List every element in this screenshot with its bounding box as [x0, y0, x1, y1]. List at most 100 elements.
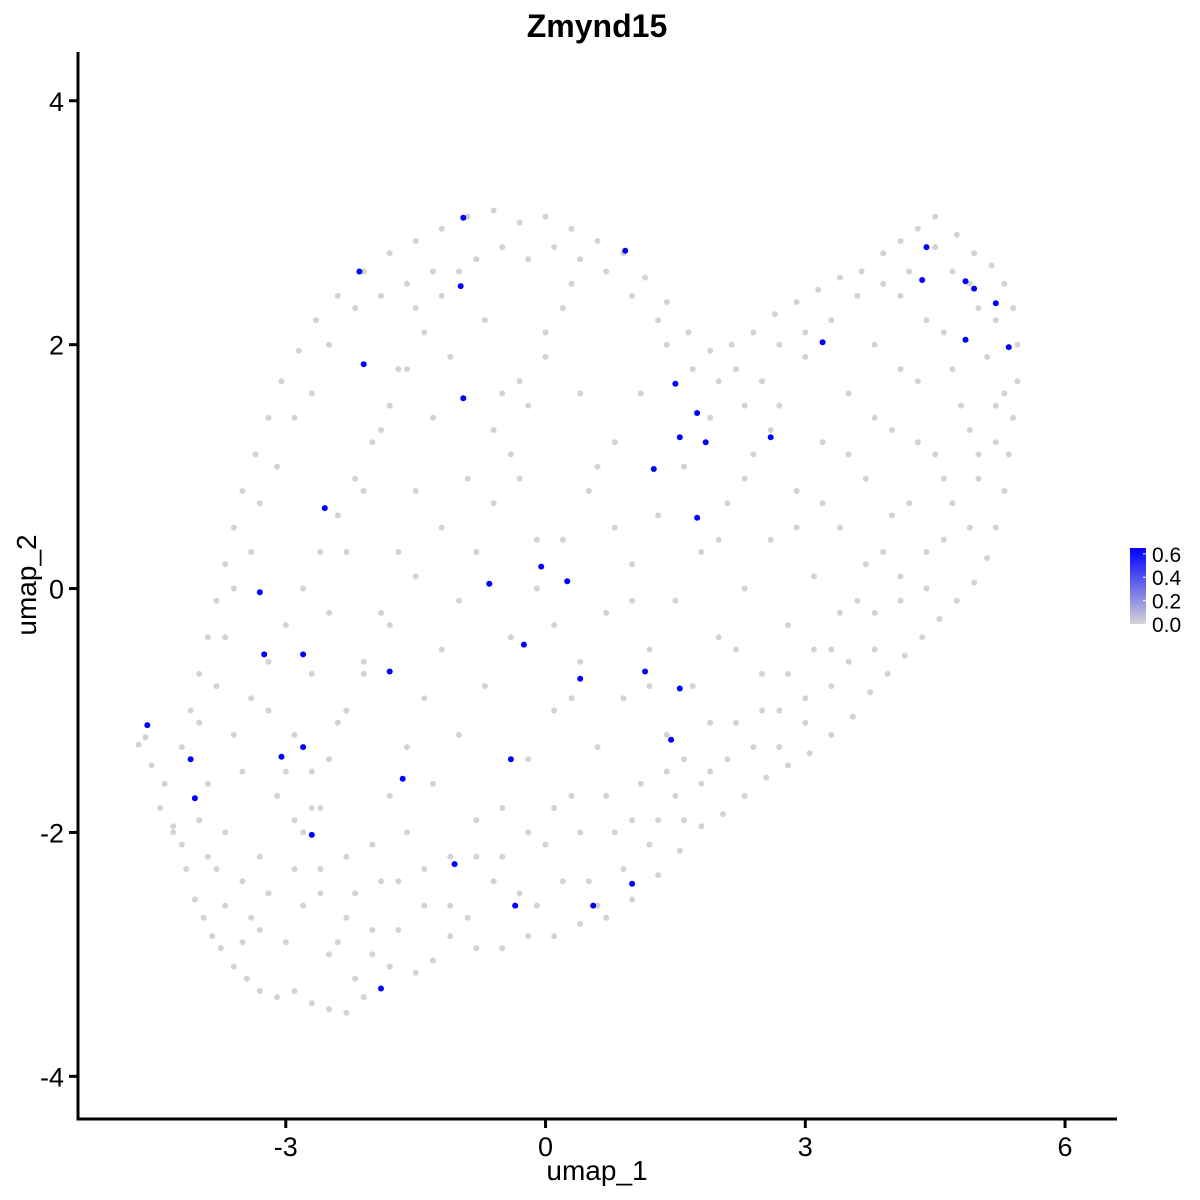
cell-point	[378, 878, 384, 885]
cell-point	[135, 741, 142, 748]
cell-point	[728, 341, 735, 348]
colorbar	[1130, 548, 1146, 624]
cell-point	[655, 872, 662, 879]
cell-point	[637, 390, 644, 397]
cell-point	[932, 451, 939, 458]
cell-point	[369, 841, 376, 848]
cell-point	[1010, 305, 1017, 312]
cell-point	[438, 524, 445, 531]
cell-point	[256, 589, 263, 596]
cell-point	[698, 780, 705, 787]
cell-point	[888, 512, 895, 519]
cell-point	[321, 505, 328, 512]
scatter-points	[135, 207, 1021, 1016]
cell-point	[849, 713, 856, 720]
cell-point	[880, 280, 887, 287]
cell-point	[386, 668, 393, 675]
cell-point	[828, 683, 835, 690]
cell-point	[421, 695, 428, 702]
cell-point	[871, 609, 878, 616]
cell-point	[975, 305, 982, 312]
cell-point	[585, 878, 592, 885]
cell-point	[741, 475, 748, 482]
cell-point	[265, 707, 272, 714]
cell-point	[239, 488, 246, 494]
cell-point	[369, 439, 376, 446]
cell-point	[953, 597, 960, 604]
cell-point	[676, 685, 683, 692]
cell-point	[689, 683, 696, 690]
cell-point	[564, 578, 571, 585]
cell-point	[828, 646, 835, 653]
cell-point	[507, 634, 514, 641]
cell-point	[378, 427, 384, 433]
colorbar-label: 0.0	[1152, 614, 1181, 637]
cell-point	[646, 646, 653, 653]
cell-point	[741, 792, 748, 799]
cell-point	[867, 689, 874, 696]
cell-point	[715, 378, 722, 385]
cell-point	[577, 920, 584, 927]
cell-point	[603, 609, 610, 616]
cell-point	[542, 329, 549, 336]
cell-point	[248, 914, 255, 921]
cell-point	[992, 439, 999, 446]
cell-point	[404, 744, 410, 751]
cell-point	[213, 597, 220, 604]
cell-point	[962, 336, 969, 343]
cell-point	[603, 914, 610, 921]
cell-point	[897, 573, 904, 580]
cell-point	[551, 244, 558, 251]
cell-point	[720, 811, 726, 818]
cell-point	[1001, 390, 1008, 397]
cell-point	[629, 880, 636, 887]
cell-point	[1001, 488, 1008, 494]
cell-point	[447, 353, 454, 360]
cell-point	[992, 317, 999, 324]
cell-point	[663, 768, 670, 775]
cell-point	[962, 278, 969, 285]
cell-point	[759, 670, 765, 677]
cell-point	[490, 878, 497, 885]
cell-point	[836, 274, 843, 281]
cell-point	[343, 549, 350, 555]
cell-point	[490, 207, 497, 214]
cell-point	[984, 555, 991, 562]
cell-point	[486, 580, 493, 587]
cell-point	[776, 402, 783, 409]
cell-point	[975, 451, 982, 458]
cell-point	[888, 427, 895, 433]
cell-point	[291, 731, 298, 738]
cell-point	[603, 268, 610, 275]
cell-point	[230, 585, 237, 592]
cell-point	[451, 861, 458, 868]
cell-point	[386, 792, 393, 799]
cell-point	[559, 305, 566, 312]
cell-point	[395, 927, 402, 933]
y-axis-title: umap_2	[11, 534, 42, 635]
cell-point	[622, 247, 629, 254]
cell-point	[334, 292, 341, 299]
cell-point	[499, 945, 506, 952]
cell-point	[326, 341, 333, 348]
cell-point	[499, 853, 506, 860]
cell-point	[698, 823, 705, 830]
cell-point	[222, 561, 229, 568]
cell-point	[525, 402, 532, 409]
cell-point	[715, 634, 722, 641]
cell-point	[793, 488, 800, 494]
cell-point	[663, 341, 670, 348]
cell-point	[412, 573, 419, 580]
cell-point	[655, 817, 662, 824]
cell-point	[897, 292, 904, 299]
cell-point	[481, 683, 488, 690]
cell-point	[191, 896, 198, 903]
cell-point	[590, 902, 597, 909]
cell-point	[793, 524, 800, 531]
cell-point	[481, 317, 488, 324]
cell-point	[395, 878, 402, 885]
cell-point	[901, 652, 908, 659]
cell-point	[256, 927, 263, 933]
cell-point	[577, 658, 584, 665]
cell-point	[421, 902, 428, 909]
